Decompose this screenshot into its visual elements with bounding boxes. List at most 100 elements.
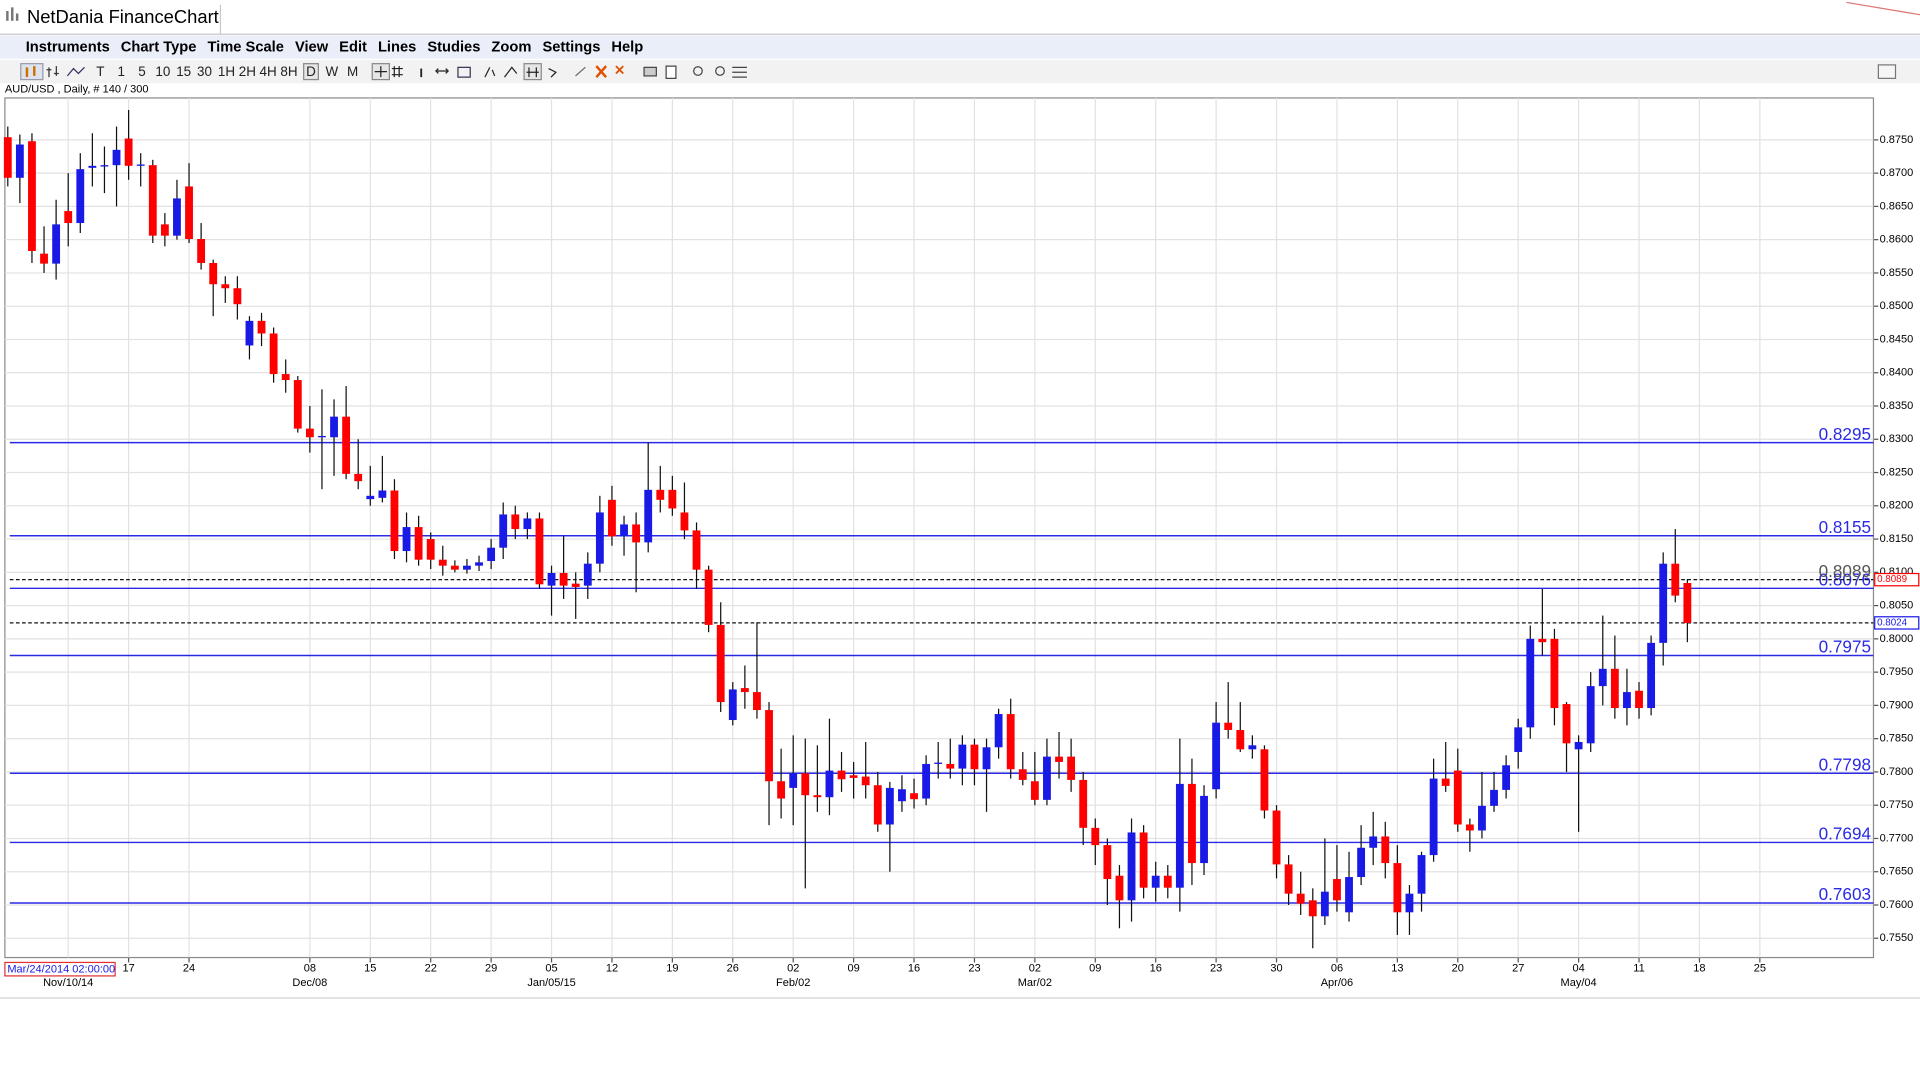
candle-body — [1079, 779, 1088, 828]
candle-body — [1659, 563, 1668, 643]
timeframe-button[interactable]: 5 — [138, 64, 145, 79]
candle-body — [3, 137, 12, 178]
zoom-out-icon[interactable] — [715, 66, 725, 76]
candle-body — [777, 781, 786, 799]
candle-type-button[interactable] — [20, 63, 44, 81]
candle-body — [861, 776, 870, 786]
x-tick-label: 08 — [304, 962, 316, 974]
x-tick-label: 19 — [666, 962, 678, 974]
candle-body — [1562, 704, 1571, 744]
candle-body — [1550, 638, 1559, 709]
candle-body — [185, 186, 193, 240]
candle-body — [849, 775, 858, 778]
y-tick-label: 0.7800 — [1880, 766, 1914, 778]
candle-body — [450, 565, 459, 570]
preview-icon[interactable] — [665, 65, 677, 79]
candle-body — [559, 572, 568, 586]
candle-body — [281, 374, 290, 381]
candle-body — [245, 320, 254, 346]
x-tick-label: 18 — [1693, 962, 1705, 974]
candle-body — [1357, 847, 1366, 878]
candle-body — [1623, 692, 1631, 709]
candle-body — [970, 744, 979, 770]
y-tick-label: 0.8650 — [1880, 200, 1914, 212]
menu-item[interactable]: Settings — [542, 40, 600, 56]
x-tick-label: 26 — [727, 962, 739, 974]
x-tick-label: 17 — [122, 962, 134, 974]
volume-icon[interactable] — [457, 66, 471, 78]
menu-item[interactable]: Chart Type — [121, 40, 197, 56]
candle-body — [124, 138, 133, 166]
candle-body — [209, 262, 218, 285]
candle-body — [1139, 832, 1148, 888]
grid-icon[interactable] — [391, 66, 403, 78]
candle-body — [1115, 875, 1124, 901]
fit-icon[interactable] — [732, 66, 747, 78]
candle-body — [571, 583, 580, 587]
menu-item[interactable]: Edit — [339, 40, 367, 56]
candle-body — [813, 795, 822, 798]
candle-body — [982, 747, 991, 770]
timeframe-button[interactable]: 4H — [260, 64, 277, 79]
x-tick-label: 30 — [1270, 962, 1282, 974]
menu-item[interactable]: Instruments — [26, 40, 110, 56]
arrow-icon[interactable] — [548, 68, 557, 78]
candle-body — [1502, 765, 1511, 790]
bar-icon[interactable] — [46, 66, 59, 78]
candle-body — [305, 428, 314, 438]
menu-item[interactable]: Zoom — [491, 40, 531, 56]
cursor-date: Mar/24/2014 02:00:00 — [7, 964, 115, 976]
line-icon[interactable] — [66, 66, 85, 77]
candle-body — [1151, 875, 1160, 888]
fib-icon[interactable] — [504, 66, 518, 78]
timeframe-button[interactable]: M — [347, 64, 358, 79]
scroll-icon[interactable] — [435, 68, 450, 74]
level-label: 0.8295 — [1819, 424, 1871, 444]
delete-icon[interactable] — [595, 65, 608, 78]
menu-item[interactable]: Help — [611, 40, 643, 56]
x-tick-label: 05 — [545, 962, 557, 974]
candle-body — [1272, 810, 1281, 865]
candle-body — [438, 559, 447, 566]
delete-all-icon[interactable] — [615, 65, 624, 75]
menu-item[interactable]: Studies — [427, 40, 480, 56]
timeframe-button[interactable]: 30 — [197, 64, 212, 79]
timeframe-button[interactable]: 10 — [155, 64, 170, 79]
candle-body — [148, 165, 157, 236]
candle-body — [1224, 722, 1233, 731]
candle-body — [112, 149, 121, 166]
candle-body — [1345, 877, 1353, 913]
candle-body — [100, 165, 109, 167]
y-tick-label: 0.7850 — [1880, 733, 1914, 745]
timeframe-button[interactable]: 1H — [218, 64, 235, 79]
candle-body — [330, 416, 338, 438]
y-tick-label: 0.8500 — [1880, 300, 1914, 312]
candle-body — [608, 499, 616, 537]
timeframe-button[interactable]: 2H — [239, 64, 256, 79]
trend-icon[interactable] — [484, 67, 496, 78]
timeframe-button[interactable]: 8H — [280, 64, 297, 79]
candle-body — [136, 164, 145, 166]
pen-icon[interactable] — [575, 66, 586, 77]
menu-item[interactable]: Time Scale — [207, 40, 283, 56]
menu-item[interactable]: View — [295, 40, 329, 56]
zoom-in-icon[interactable] — [693, 66, 703, 76]
candle-body — [728, 689, 737, 721]
candle-body — [523, 518, 532, 530]
axes: 0.7550 0.7600 0.7650 0.7700 0.7750 0.7800 0.78… — [43, 134, 1920, 989]
x-tick-label: 02 — [1029, 962, 1041, 974]
print-icon[interactable] — [643, 66, 657, 77]
timeframe-button[interactable]: 1 — [117, 64, 124, 79]
menu-bar — [0, 35, 1920, 59]
timeframe-button[interactable]: T — [96, 64, 104, 79]
x-tick-label: 22 — [425, 962, 437, 974]
menu-item[interactable]: Lines — [378, 40, 416, 56]
timeframe-button[interactable]: W — [325, 64, 338, 79]
candle-body — [378, 490, 387, 498]
candle-body — [160, 224, 169, 236]
x-tick-label: 09 — [1089, 962, 1101, 974]
timeframe-button[interactable]: D — [306, 64, 316, 79]
window-button[interactable] — [1877, 64, 1897, 79]
timeframe-button[interactable]: 15 — [176, 64, 191, 79]
